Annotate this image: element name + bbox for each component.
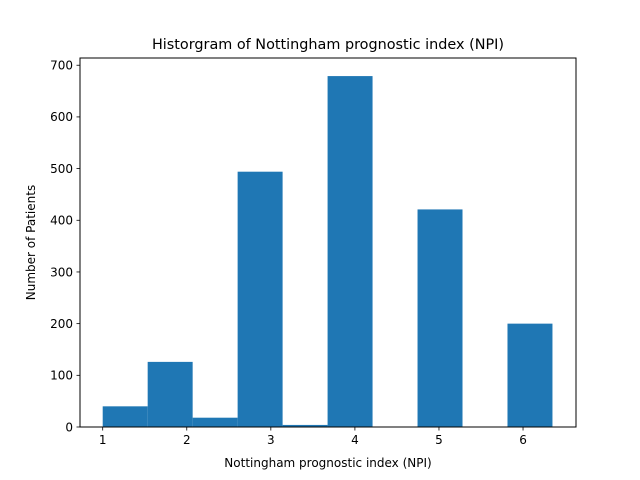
x-tick-label: 1	[99, 433, 107, 447]
histogram-bar	[147, 361, 193, 427]
y-tick-label: 700	[50, 59, 73, 73]
y-axis-ticks: 0 100 200 300 400 500 600 700	[50, 59, 80, 434]
histogram-bar	[237, 171, 283, 427]
y-tick-label: 0	[65, 420, 73, 434]
chart-title: Historgram of Nottingham prognostic inde…	[152, 37, 504, 53]
histogram-bar	[282, 424, 328, 427]
histogram-bar	[102, 406, 148, 427]
y-tick-label: 400	[50, 214, 73, 228]
x-axis-label: Nottingham prognostic index (NPI)	[224, 456, 431, 470]
y-tick-label: 300	[50, 265, 73, 279]
histogram-bar	[507, 323, 553, 427]
x-tick-label: 5	[435, 433, 443, 447]
x-tick-label: 6	[519, 433, 527, 447]
y-tick-label: 500	[50, 162, 73, 176]
y-tick-label: 100	[50, 369, 73, 383]
x-axis-ticks: 1 2 3 4 5 6	[99, 427, 527, 447]
x-tick-label: 3	[267, 433, 275, 447]
histogram-bar	[327, 76, 373, 428]
x-tick-label: 2	[183, 433, 191, 447]
histogram-bar	[417, 209, 463, 427]
y-tick-label: 600	[50, 110, 73, 124]
bars-group	[102, 76, 553, 428]
y-tick-label: 200	[50, 317, 73, 331]
y-axis-label: Number of Patients	[24, 185, 38, 300]
x-tick-label: 4	[351, 433, 359, 447]
histogram-bar	[192, 417, 238, 427]
plot-frame	[79, 57, 577, 428]
